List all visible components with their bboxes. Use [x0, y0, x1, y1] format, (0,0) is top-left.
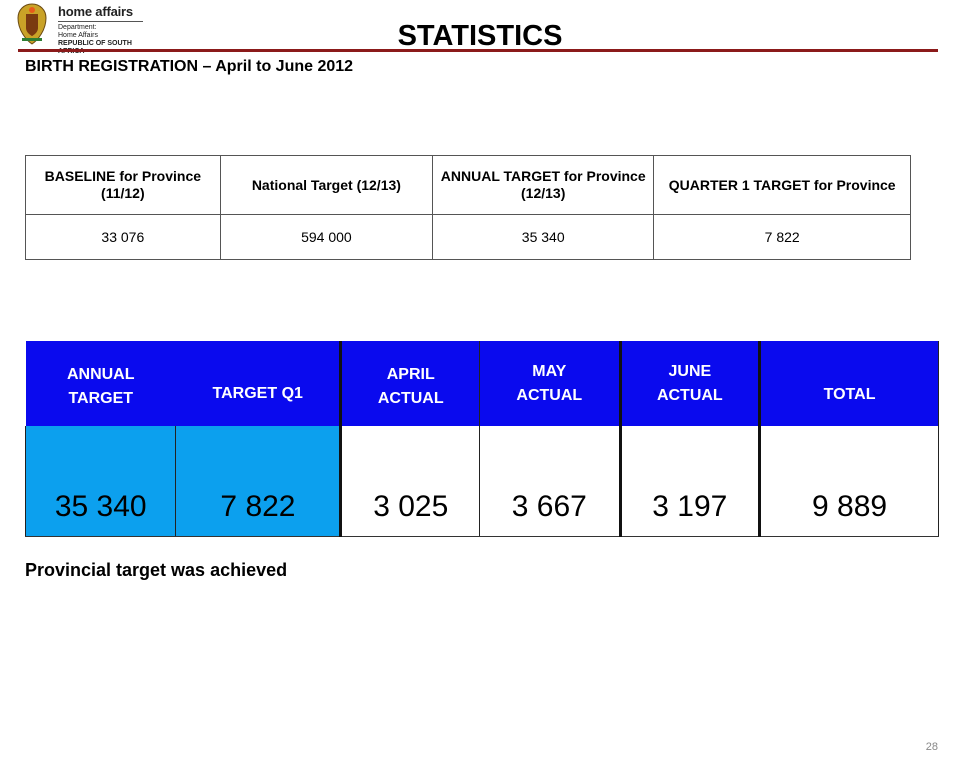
header-annual-target: ANNUAL TARGET for Province (12/13)	[432, 155, 655, 215]
header-target-q1-col: TARGET Q1	[175, 341, 341, 426]
header-may-label: MAY ACTUAL	[516, 362, 583, 404]
header-total-label: TOTAL	[823, 385, 876, 403]
logo-divider	[58, 21, 143, 22]
logo-line-department: Department:	[58, 24, 97, 31]
page-number: 28	[925, 741, 938, 753]
value-june-actual: 3 197	[618, 426, 760, 537]
header-may-col: MAY ACTUAL	[479, 341, 621, 426]
value-quarter1-target: 7 822	[653, 214, 911, 260]
header-june-label: JUNE ACTUAL	[656, 362, 723, 404]
header-national-target: National Target (12/13)	[219, 155, 434, 215]
value-annual-target-actual: 35 340	[24, 426, 176, 537]
targets-table: BASELINE for Province (11/12) National T…	[25, 155, 911, 260]
header-baseline: BASELINE for Province (11/12)	[25, 155, 221, 215]
value-annual-target: 35 340	[432, 214, 655, 260]
coat-of-arms-icon	[17, 3, 47, 45]
header-april-label: APRIL ACTUAL	[377, 365, 444, 407]
header-june-col: JUNE ACTUAL	[618, 341, 760, 426]
targets-value-row: 33 076 594 000 35 340 7 822	[25, 214, 911, 260]
title-divider	[18, 49, 938, 52]
value-baseline: 33 076	[25, 214, 221, 260]
page-subtitle: BIRTH REGISTRATION – April to June 2012	[25, 58, 354, 75]
achievement-note: Provincial target was achieved	[25, 560, 288, 580]
value-national-target: 594 000	[219, 214, 434, 260]
actuals-table: ANNUAL TARGET TARGET Q1 APRIL ACTUAL MAY…	[24, 341, 939, 537]
header-annual-target-col: ANNUAL TARGET	[25, 341, 176, 426]
logo-line-home-affairs: Home Affairs	[58, 32, 98, 39]
header-quarter1-target: QUARTER 1 TARGET for Province	[653, 155, 911, 215]
header-april-col: APRIL ACTUAL	[339, 341, 480, 426]
logo-title: home affairs	[58, 4, 133, 19]
value-total: 9 889	[758, 426, 939, 537]
actuals-value-row: 35 340 7 822 3 025 3 667 3 197 9 889	[24, 426, 939, 537]
value-may-actual: 3 667	[479, 426, 621, 537]
department-logo: home affairs Department: Home Affairs RE…	[14, 2, 144, 55]
header-target-q1-label: TARGET Q1	[212, 384, 303, 402]
page-title: STATISTICS	[397, 20, 563, 52]
value-april-actual: 3 025	[339, 426, 480, 537]
value-target-q1: 7 822	[175, 426, 341, 537]
actuals-header-row: ANNUAL TARGET TARGET Q1 APRIL ACTUAL MAY…	[25, 341, 939, 426]
header-annual-target-label: ANNUAL TARGET	[66, 365, 135, 407]
targets-header-row: BASELINE for Province (11/12) National T…	[25, 155, 911, 215]
header-total-col: TOTAL	[758, 341, 939, 426]
